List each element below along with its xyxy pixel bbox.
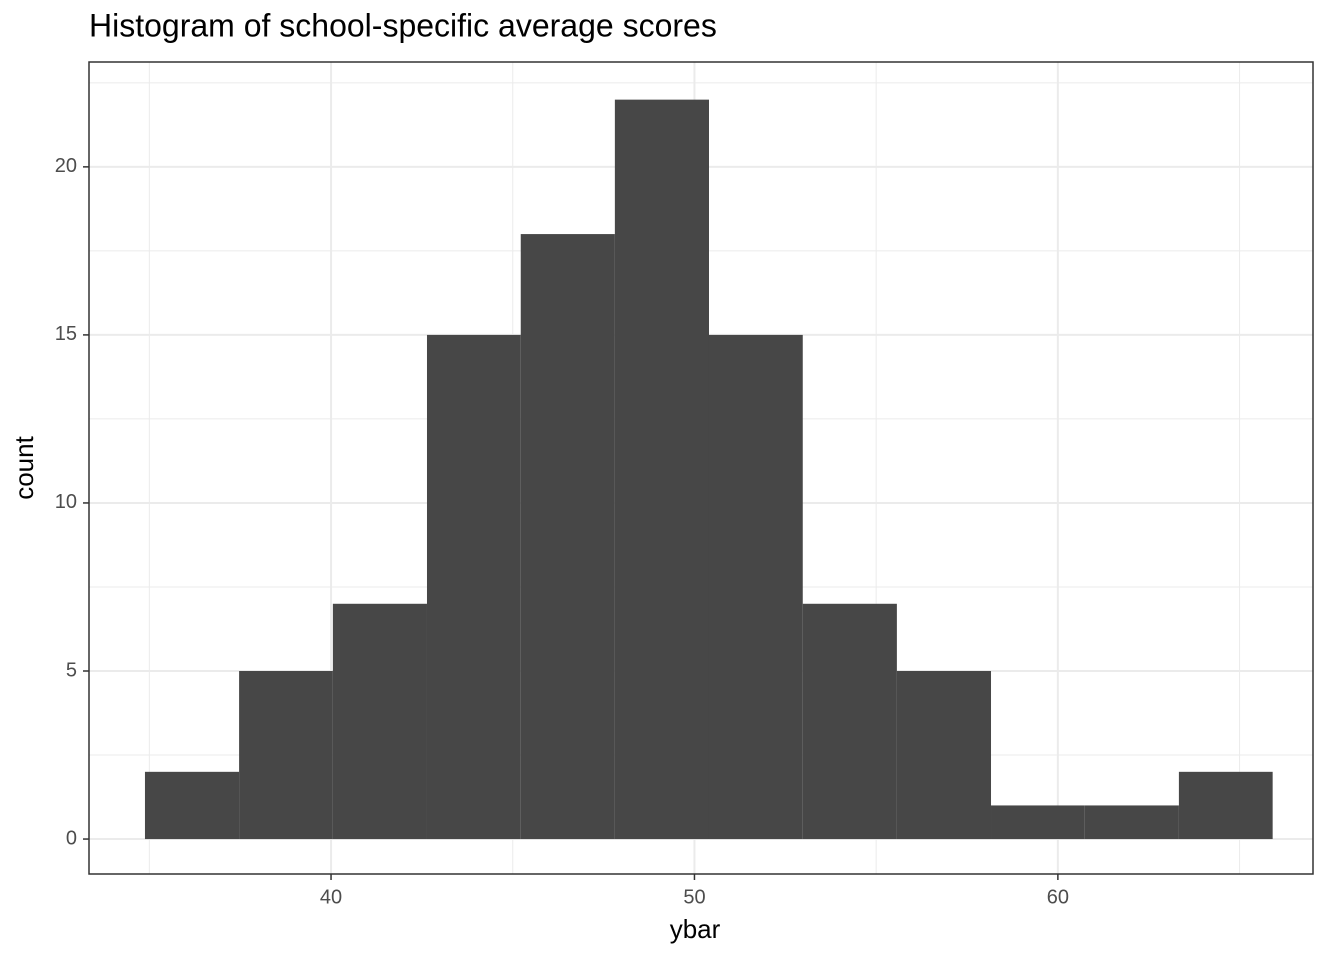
- y-axis-title: count: [9, 435, 39, 499]
- bar: [144, 771, 240, 840]
- bar: [708, 334, 803, 840]
- bar: [520, 234, 615, 840]
- bar: [614, 99, 709, 840]
- x-tick-label: 50: [683, 886, 705, 908]
- x-axis-title: ybar: [670, 914, 721, 944]
- y-tick-label: 5: [66, 659, 77, 681]
- bar: [426, 334, 521, 840]
- y-tick-label: 15: [55, 323, 77, 345]
- bar: [332, 603, 427, 840]
- bar: [802, 603, 897, 840]
- y-tick-label: 10: [55, 491, 77, 513]
- x-tick-label: 60: [1047, 886, 1069, 908]
- y-tick-label: 20: [55, 155, 77, 177]
- bar: [991, 805, 1085, 840]
- bar: [1178, 771, 1273, 840]
- chart-title: Histogram of school-specific average sco…: [89, 7, 717, 43]
- x-tick-label: 40: [320, 886, 342, 908]
- bar: [1084, 805, 1179, 840]
- y-tick-label: 0: [66, 827, 77, 849]
- panel-border: [88, 61, 1314, 875]
- bar: [896, 671, 992, 840]
- bar: [239, 671, 333, 840]
